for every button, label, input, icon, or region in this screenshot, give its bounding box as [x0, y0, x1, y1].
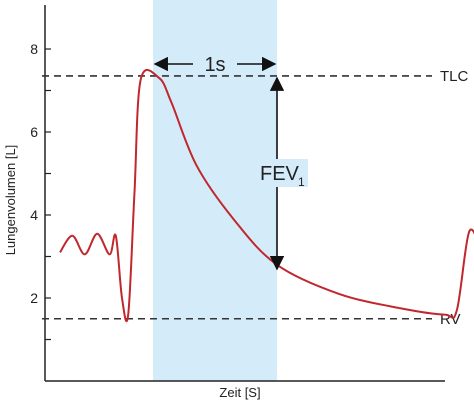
y-axis-title: Lungenvolumen [L]	[3, 145, 18, 256]
x-axis-title: Zeit [S]	[219, 385, 260, 400]
y-tick-label: 8	[30, 41, 38, 57]
fev1-label-bg	[256, 159, 308, 187]
y-axis-ticks: 2 4 6 8	[30, 41, 51, 341]
y-tick-label: 6	[30, 124, 38, 140]
reference-label-rv: RV	[440, 311, 461, 328]
fev1-subscript: 1	[298, 175, 305, 189]
duration-label-bg	[193, 51, 237, 75]
fev1-label: FEV	[260, 163, 300, 185]
volume-curve	[59, 68, 474, 323]
reference-label-tlc: TLC	[440, 68, 469, 85]
annotations: 1s FEV 1	[153, 51, 308, 271]
duration-label: 1s	[204, 54, 225, 76]
y-tick-label: 2	[30, 290, 38, 306]
y-tick-label: 4	[30, 207, 38, 223]
